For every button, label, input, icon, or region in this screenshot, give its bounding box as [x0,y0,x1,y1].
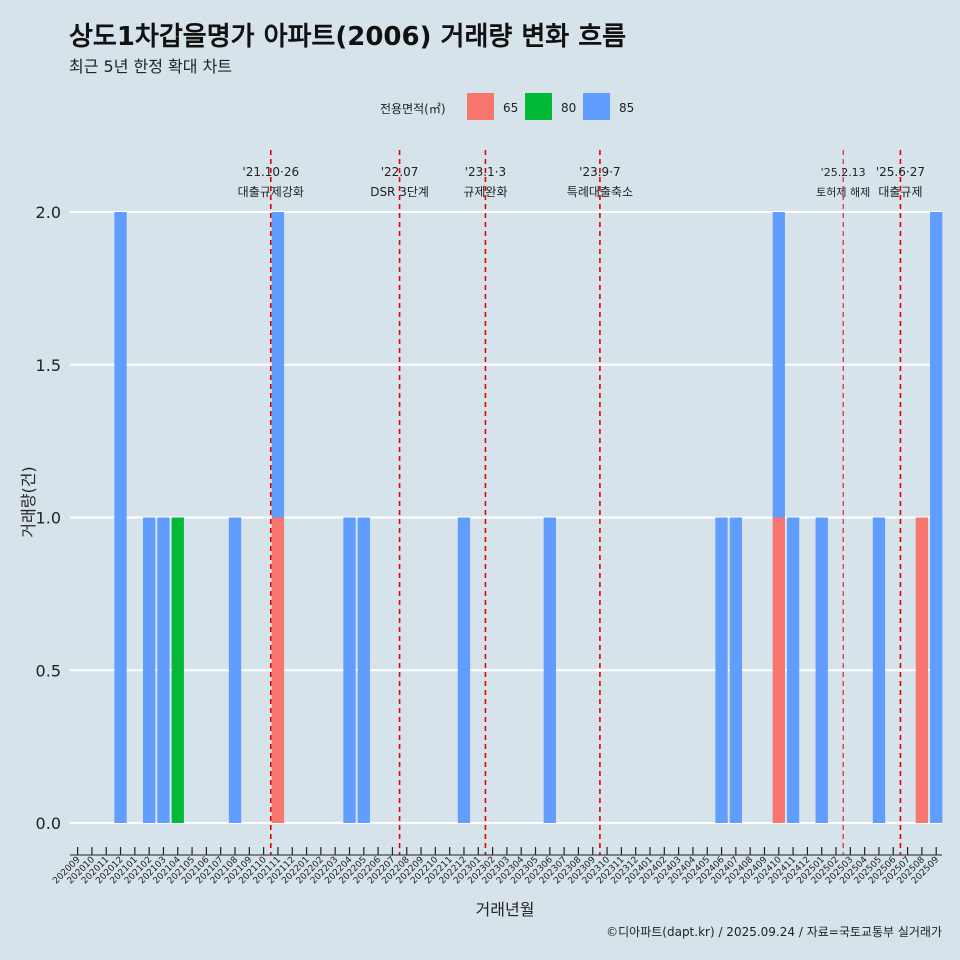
bar-85-202505 [872,517,886,823]
legend-swatch-85 [583,93,610,120]
event-label-202506: 대출규제 [878,185,922,199]
legend-label-65: 65 [503,101,519,115]
bar-65-202410 [772,517,785,823]
bar-85-202204 [343,517,356,823]
legend-swatch-80 [525,93,552,120]
event-date-202301: '23.1·3 [465,165,506,179]
y-tick-label: 0.0 [36,814,61,833]
bar-80-202104 [171,517,184,823]
x-axis-title: 거래년월 [476,900,535,919]
event-label-202207: DSR 3단계 [370,185,429,199]
bar-65-202111 [271,517,285,823]
bar-85-202410 [772,212,785,518]
chart-title: 상도1차갑을명가 아파트(2006) 거래량 변화 흐름 [69,22,627,52]
y-tick-label: 1.0 [36,509,61,528]
event-date-202506: '25.6·27 [876,165,925,179]
bar-85-202509 [930,212,943,823]
bar-85-202501 [815,517,828,823]
bar-85-202111 [271,212,285,518]
bar-85-202406 [715,517,728,823]
legend-title: 전용면적(㎡) [380,102,446,116]
legend-label-85: 85 [619,101,635,115]
bar-65-202508 [915,517,929,823]
event-label-202309: 특례대출축소 [567,185,633,199]
legend: 전용면적(㎡) 65 80 85 [0,92,960,122]
bar-85-202407 [729,517,743,823]
bar-85-202411 [786,517,800,823]
bar-85-202306 [543,517,556,823]
y-tick-label: 1.5 [36,356,61,375]
y-tick-label: 2.0 [36,203,61,222]
legend-label-80: 80 [561,101,577,115]
bar-85-202012 [114,212,127,823]
bar-85-202102 [143,517,156,823]
bar-85-202205 [357,517,370,823]
legend-swatch-65 [467,93,494,120]
bar-85-202108 [228,517,242,823]
event-label-202110: 대출규제강화 [238,185,304,199]
event-date-202110: '21.10·26 [242,165,299,179]
y-tick-label: 0.5 [36,661,61,680]
event-date-202207: '22.07 [381,165,419,179]
bar-85-202103 [157,517,170,823]
event-date-202309: '23.9·7 [579,165,620,179]
event-label-202502: 토허제 해제 [816,185,870,199]
event-date-202502: '25.2.13 [821,166,866,179]
bar-85-202212 [457,517,471,823]
source-caption: ©디아파트(dapt.kr) / 2025.09.24 / 자료=국토교통부 실… [606,925,942,939]
event-label-202301: 규제완화 [463,185,507,199]
y-axis-title: 거래량(건) [19,466,38,537]
chart-subtitle: 최근 5년 한정 확대 차트 [69,57,233,76]
